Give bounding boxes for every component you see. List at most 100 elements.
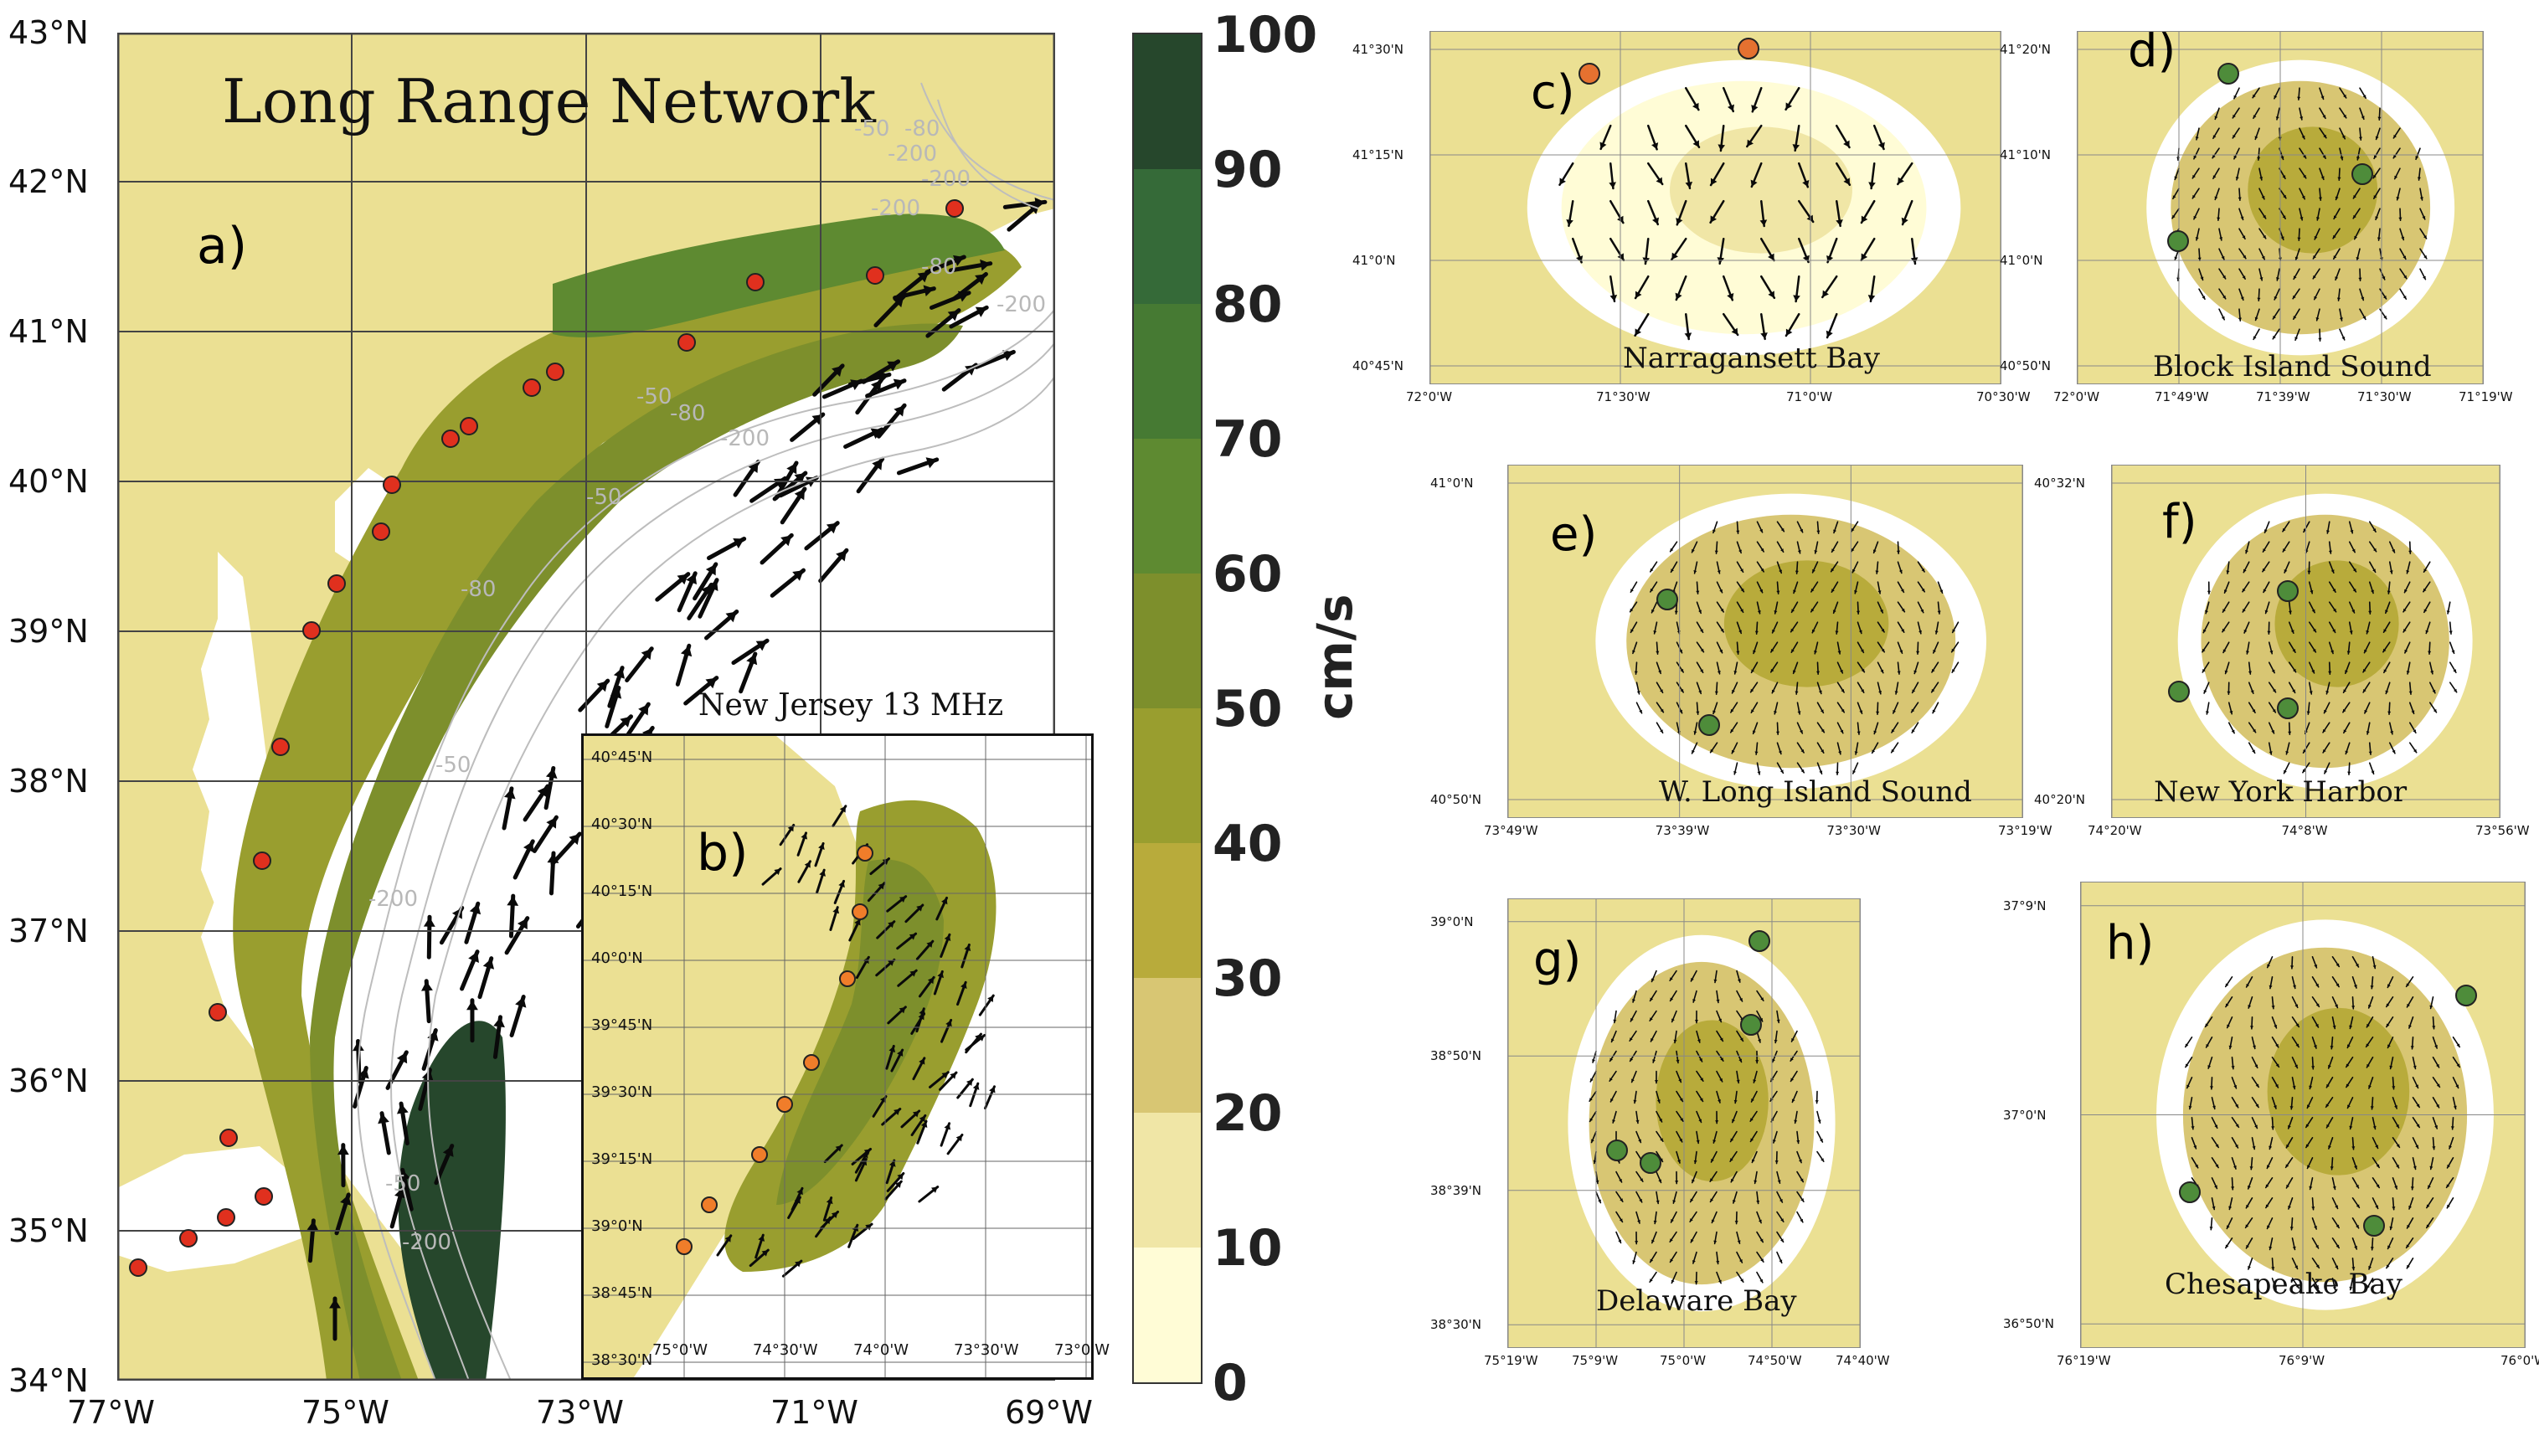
lon-tick-label: 75°W: [301, 1394, 389, 1431]
vector-head: [1794, 1119, 1798, 1124]
vector-head: [2312, 648, 2316, 652]
vector-head: [909, 970, 917, 977]
vector-head: [1759, 1279, 1763, 1283]
vector-head: [1751, 669, 1754, 673]
vector-head: [975, 306, 987, 317]
vector-head: [2275, 1043, 2279, 1047]
vector-head: [1900, 589, 1904, 593]
vector-head: [1912, 689, 1916, 693]
vector-head: [1800, 729, 1803, 733]
lat-tick-label: 35°N: [8, 1212, 89, 1249]
colorbar-tick: 60: [1213, 545, 1283, 604]
lat-tick-label: 42°N: [8, 163, 89, 200]
panel-lon-tick: 72°0'W: [1406, 389, 1453, 404]
inset-lon-tick: 74°30'W: [753, 1341, 818, 1359]
radar-site: [839, 970, 856, 987]
vector-head: [2393, 134, 2397, 138]
inset-lon-tick: 74°0'W: [853, 1341, 909, 1359]
vector-head: [2328, 671, 2332, 675]
vector-head: [1696, 590, 1700, 594]
vector-head: [569, 833, 580, 846]
panel-vectors: [2202, 521, 2458, 775]
vector-head: [2288, 1206, 2291, 1210]
vector-head: [686, 573, 698, 585]
vector-head: [2383, 629, 2387, 633]
vector-head: [917, 271, 929, 283]
vector-head: [2253, 336, 2257, 340]
vector-head: [2245, 651, 2249, 654]
vector-head: [2401, 236, 2405, 240]
vector-head: [2323, 134, 2326, 138]
vector-head: [1778, 750, 1782, 754]
vector-head: [2332, 1025, 2336, 1029]
vector-head: [2386, 1264, 2390, 1268]
vector-head: [1671, 1018, 1675, 1022]
panel-lat-tick: 41°20'N: [2000, 42, 2052, 57]
panel-sites: [2179, 985, 2477, 1237]
vector-head: [2267, 630, 2271, 635]
vector-head: [1719, 1078, 1723, 1082]
vector-head: [1692, 1260, 1696, 1263]
vector-head: [1693, 1160, 1697, 1164]
vector-head: [1768, 291, 1774, 298]
vector-head: [865, 1224, 873, 1231]
vector-head: [1760, 997, 1764, 1001]
vector-head: [879, 1096, 886, 1104]
vector-head: [2282, 527, 2286, 532]
vector-head: [2446, 610, 2450, 614]
radar-site: [746, 273, 765, 291]
vector-head: [1772, 629, 1775, 633]
vector-head: [1610, 1038, 1615, 1042]
vector-head: [2219, 237, 2223, 240]
vector-head: [2330, 1166, 2334, 1170]
radar-site: [751, 1146, 768, 1163]
vector-head: [2273, 315, 2276, 319]
vector-head: [2295, 1023, 2300, 1027]
radar-site: [179, 1229, 198, 1248]
vector-head: [2292, 985, 2296, 989]
vector-head: [2349, 1125, 2353, 1129]
vector-head: [894, 1181, 902, 1188]
vector-head: [2350, 529, 2354, 533]
vector-head: [1731, 327, 1738, 335]
vector-head: [2303, 174, 2306, 178]
vector-head: [2300, 217, 2304, 220]
vector-head: [1768, 253, 1774, 261]
vector-head: [1690, 1218, 1693, 1222]
vector-head: [952, 255, 965, 266]
inset-lat-tick: 38°30'N: [591, 1351, 653, 1369]
vector-head: [916, 905, 923, 912]
vector-head: [2434, 1125, 2439, 1129]
vector-head: [2373, 548, 2377, 552]
vector-head: [2252, 709, 2256, 713]
vector-head: [1860, 649, 1864, 653]
vector-head: [2273, 1105, 2277, 1109]
vector-head: [1747, 139, 1754, 147]
inset-radar-sites: [676, 845, 873, 1255]
vector-head: [2347, 1104, 2351, 1109]
vector-head: [1740, 609, 1743, 613]
vector-head: [620, 716, 631, 728]
vector-head: [2214, 1124, 2218, 1129]
vector-head: [2212, 1105, 2216, 1109]
vector-head: [2396, 1124, 2399, 1128]
vector-head: [2356, 1204, 2360, 1208]
vector-head: [2339, 317, 2343, 321]
vector-head: [909, 934, 916, 940]
vector-head: [2407, 1224, 2410, 1228]
vector-head: [1785, 102, 1793, 110]
radar-site: [677, 333, 696, 352]
vector-head: [1619, 1218, 1623, 1222]
vector-head: [2214, 1185, 2217, 1189]
vector-head: [1818, 690, 1822, 694]
vector-head: [2269, 985, 2273, 989]
vector-head: [1751, 1159, 1755, 1163]
vector-head: [2267, 1225, 2270, 1229]
radar-site: [1640, 1152, 1661, 1174]
vector-head: [899, 896, 906, 903]
vector-head: [1712, 1140, 1717, 1144]
vector-head: [2372, 1125, 2377, 1129]
vector-head: [1760, 568, 1764, 572]
map-frame: [117, 33, 1055, 1381]
panel-c-canvas: [1430, 32, 2001, 383]
